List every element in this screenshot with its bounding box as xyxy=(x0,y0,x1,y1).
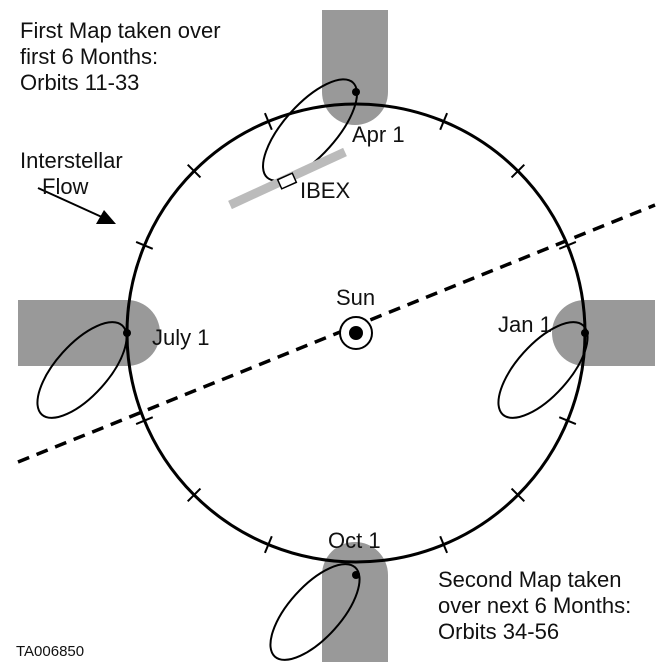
ibex-label: IBEX xyxy=(300,178,350,203)
annotation: first 6 Months: xyxy=(20,44,158,69)
annotation: Orbits 11-33 xyxy=(20,70,139,95)
sun-core xyxy=(349,326,363,340)
ibex-body xyxy=(278,173,297,189)
earth-point xyxy=(581,329,589,337)
earth-point xyxy=(352,571,360,579)
annotation: Second Map taken xyxy=(438,567,621,592)
sun-label: Sun xyxy=(336,285,375,310)
date-label: July 1 xyxy=(152,325,209,350)
annotation: Flow xyxy=(42,174,89,199)
region-left xyxy=(18,300,160,366)
annotation: Interstellar xyxy=(20,148,123,173)
figure-id: TA006850 xyxy=(16,643,84,660)
diagram: First Map taken over first 6 Months: Orb… xyxy=(0,0,659,662)
annotation: First Map taken over xyxy=(20,18,221,43)
date-label: Oct 1 xyxy=(328,528,381,553)
flow-arrowhead xyxy=(96,210,116,224)
annotation: over next 6 Months: xyxy=(438,593,631,618)
earth-point xyxy=(123,329,131,337)
earth-point xyxy=(352,88,360,96)
region-right xyxy=(552,300,655,366)
date-label: Jan 1 xyxy=(498,312,552,337)
annotation: Orbits 34-56 xyxy=(438,619,559,644)
date-label: Apr 1 xyxy=(352,122,405,147)
view-regions xyxy=(18,10,655,662)
page: {"annotations": {"first_map": ["First Ma… xyxy=(0,0,659,662)
